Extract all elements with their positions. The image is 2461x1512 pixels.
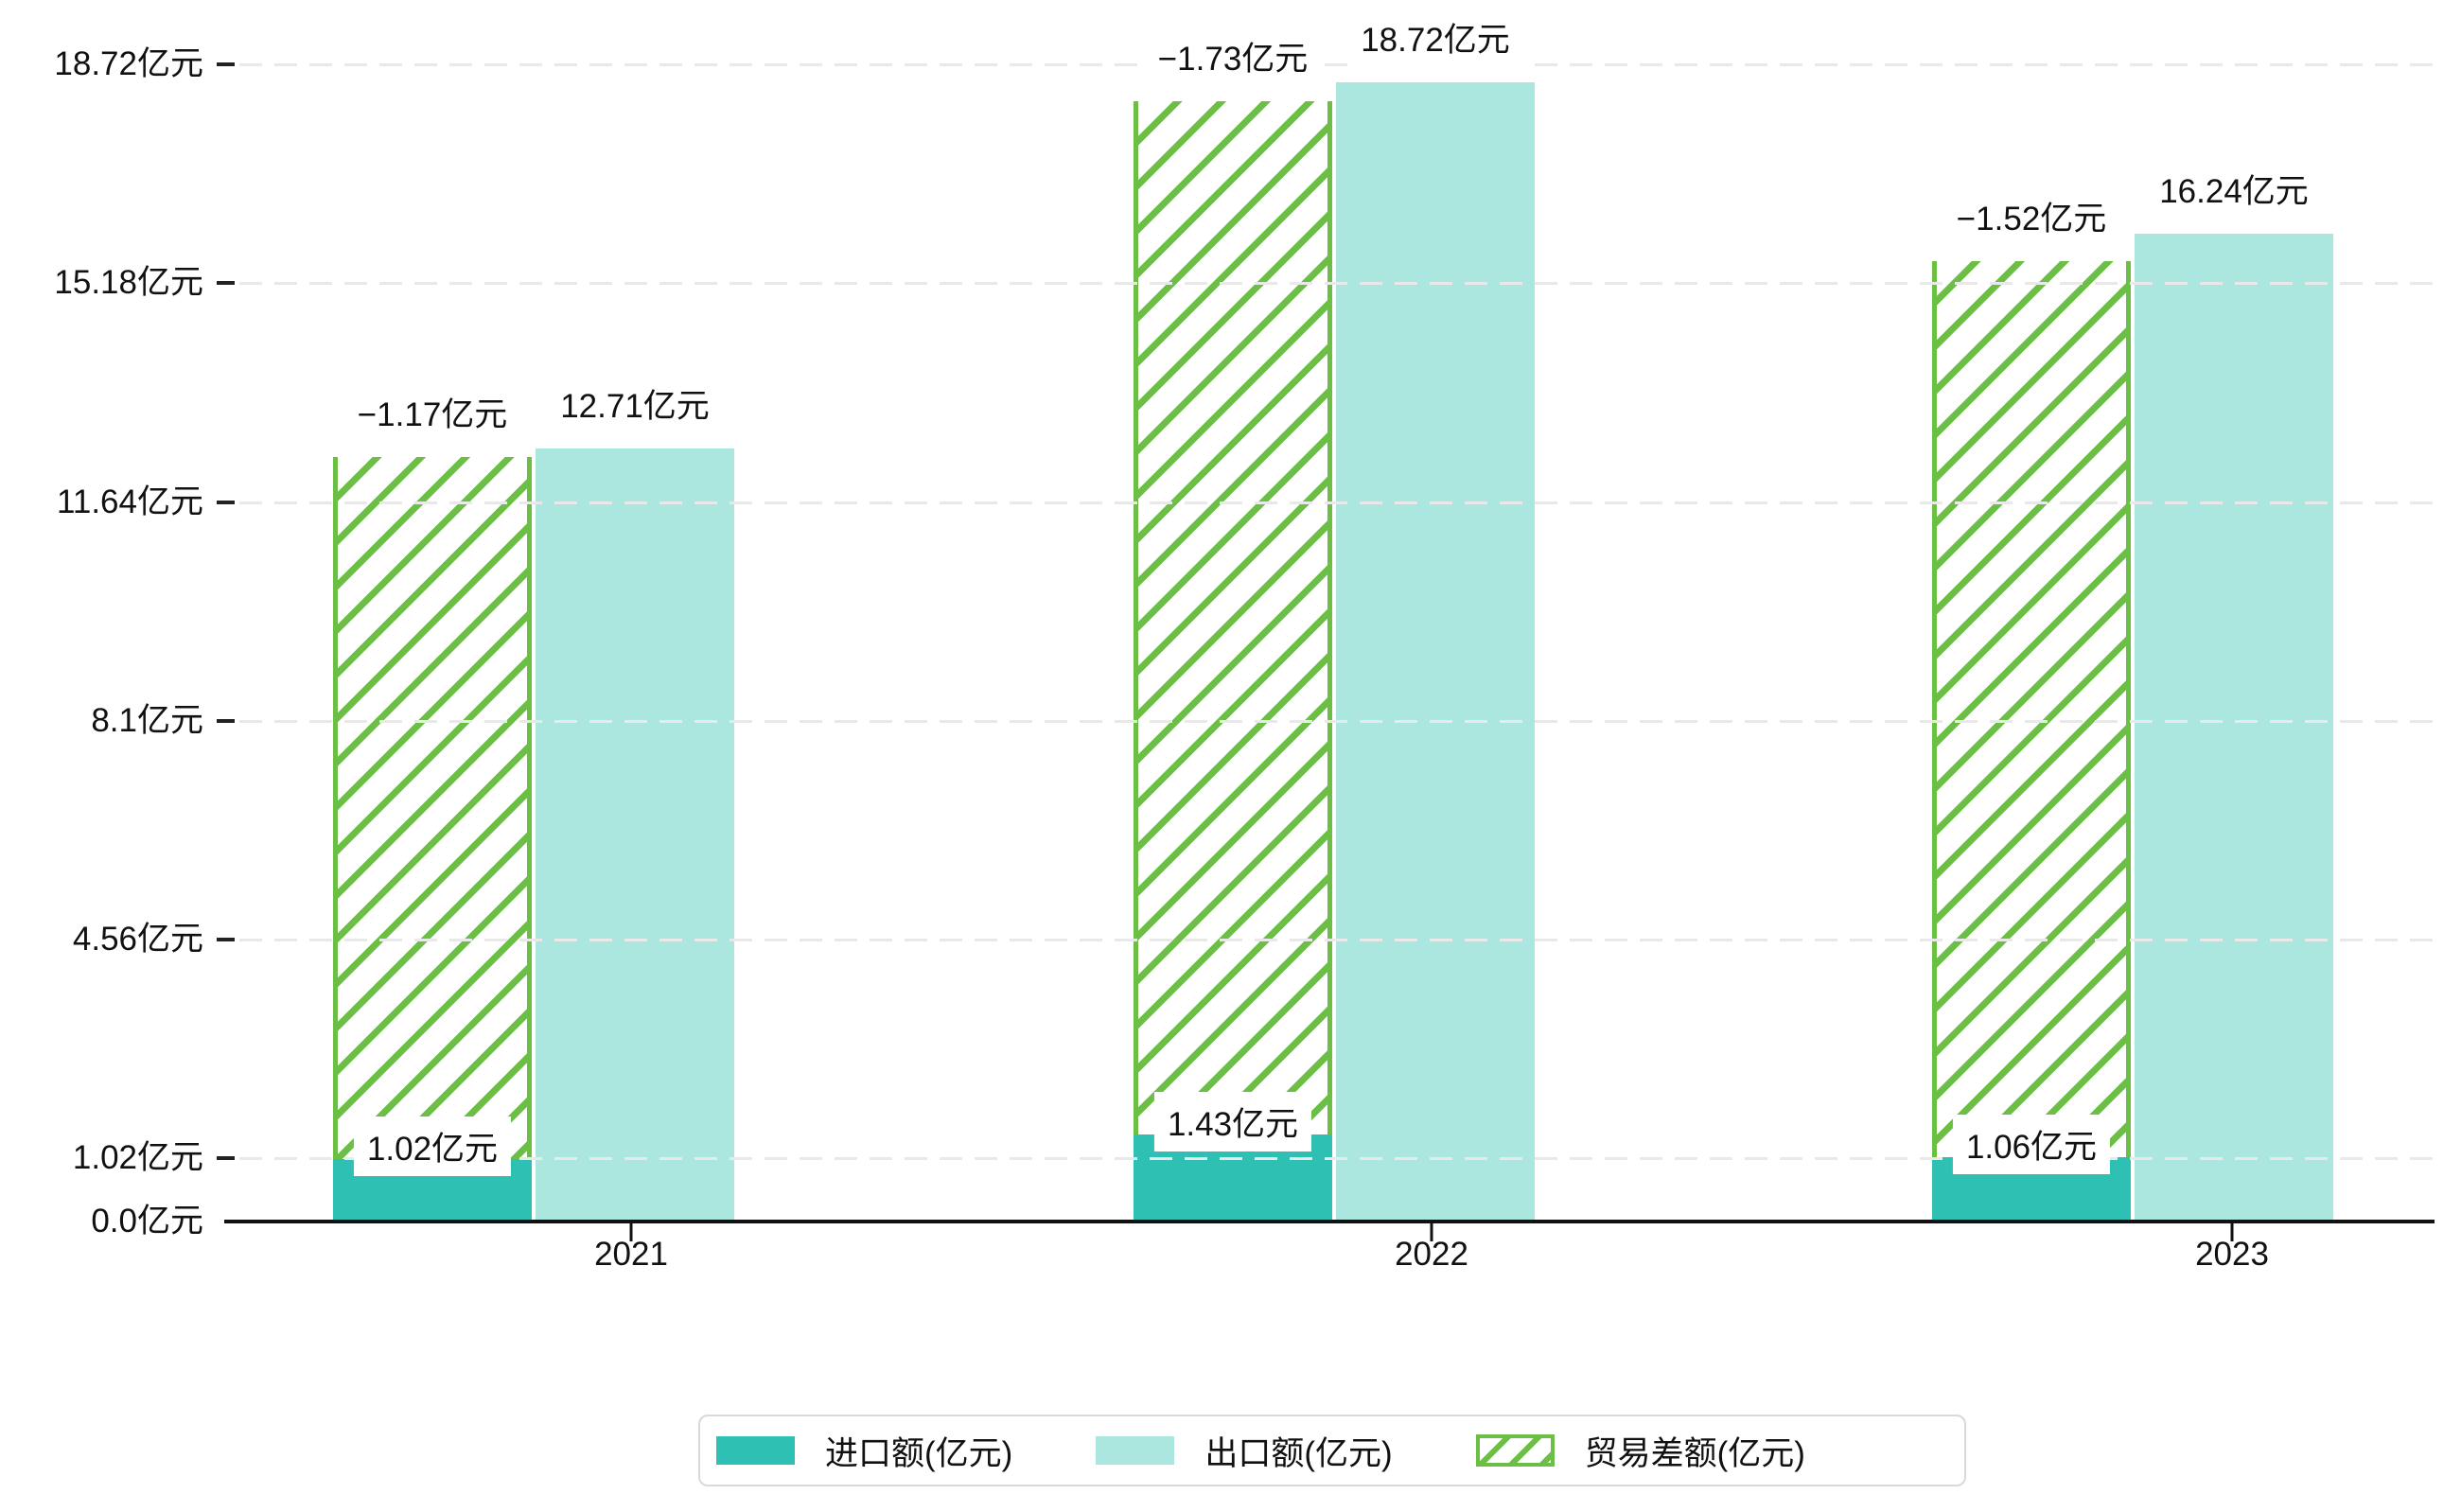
gridline-1.02: [239, 1157, 2435, 1161]
y-axis-tick: [217, 718, 235, 723]
trade-balance-value-label-2023: −1.52亿元: [1942, 186, 2120, 247]
export-bar-2021[interactable]: [536, 448, 734, 1222]
y-axis-label: 11.64亿元: [57, 483, 203, 520]
x-axis-label-2021: 2021: [594, 1236, 668, 1273]
trade-balance-bar-2023[interactable]: [1932, 261, 2131, 1157]
legend: 进口额(亿元) 出口额(亿元) 贸易差额(亿元): [698, 1415, 1966, 1486]
legend-label-export: 出口额(亿元): [1204, 1434, 1393, 1472]
x-axis-tick: [1430, 1222, 1433, 1241]
import-value-label-2021: 1.02亿元: [353, 1116, 512, 1177]
legend-label-balance: 贸易差额(亿元): [1584, 1434, 1805, 1472]
legend-item-balance[interactable]: 贸易差额(亿元): [1475, 1427, 1805, 1475]
trade-balance-value-label-2022: −1.73亿元: [1144, 26, 1322, 86]
x-axis-tick: [2230, 1222, 2234, 1241]
x-axis-line: [224, 1220, 2435, 1223]
y-axis-label: 4.56亿元: [72, 921, 203, 958]
y-axis-label: 8.1亿元: [91, 701, 203, 739]
gridline-11.64: [239, 501, 2435, 504]
import-value-label-2022: 1.43亿元: [1153, 1092, 1312, 1152]
y-axis-tick: [217, 938, 235, 942]
import-value-label-2023: 1.06亿元: [1952, 1114, 2111, 1174]
trade-balance-bar-2022[interactable]: [1134, 100, 1332, 1135]
gridline-18.72: [239, 63, 2435, 67]
gridline-8.1: [239, 719, 2435, 723]
legend-item-import[interactable]: 进口额(亿元): [716, 1427, 1012, 1475]
y-axis-label: 0.0亿元: [91, 1203, 203, 1239]
export-value-label-2023: 16.24亿元: [2146, 158, 2322, 219]
y-axis-label: 1.02亿元: [72, 1139, 203, 1177]
export-bar-2023[interactable]: [2135, 233, 2333, 1222]
legend-label-import: 进口额(亿元): [825, 1434, 1013, 1472]
export-bar-2022[interactable]: [1336, 82, 1535, 1222]
legend-swatch-balance: [1475, 1434, 1555, 1467]
gridline-15.18: [239, 282, 2435, 286]
y-axis-label: 15.18亿元: [54, 264, 203, 302]
x-axis-label-2022: 2022: [1395, 1236, 1468, 1273]
y-axis-tick: [217, 281, 235, 286]
y-axis-label: 18.72亿元: [54, 45, 203, 83]
legend-item-export[interactable]: 出口额(亿元): [1096, 1427, 1393, 1475]
trade-balance-bar-2021[interactable]: [333, 457, 532, 1160]
trade-balance-value-label-2021: −1.17亿元: [343, 382, 521, 443]
x-axis-tick: [629, 1222, 633, 1241]
y-axis-tick: [217, 1156, 235, 1161]
gridline-4.56: [239, 939, 2435, 942]
y-axis-tick: [217, 62, 235, 67]
legend-swatch-import: [716, 1436, 795, 1465]
export-value-label-2021: 12.71亿元: [547, 373, 723, 433]
y-axis-tick: [217, 500, 235, 504]
legend-swatch-export: [1096, 1436, 1175, 1465]
export-value-label-2022: 18.72亿元: [1347, 8, 1523, 68]
x-axis-label-2023: 2023: [2195, 1236, 2269, 1273]
